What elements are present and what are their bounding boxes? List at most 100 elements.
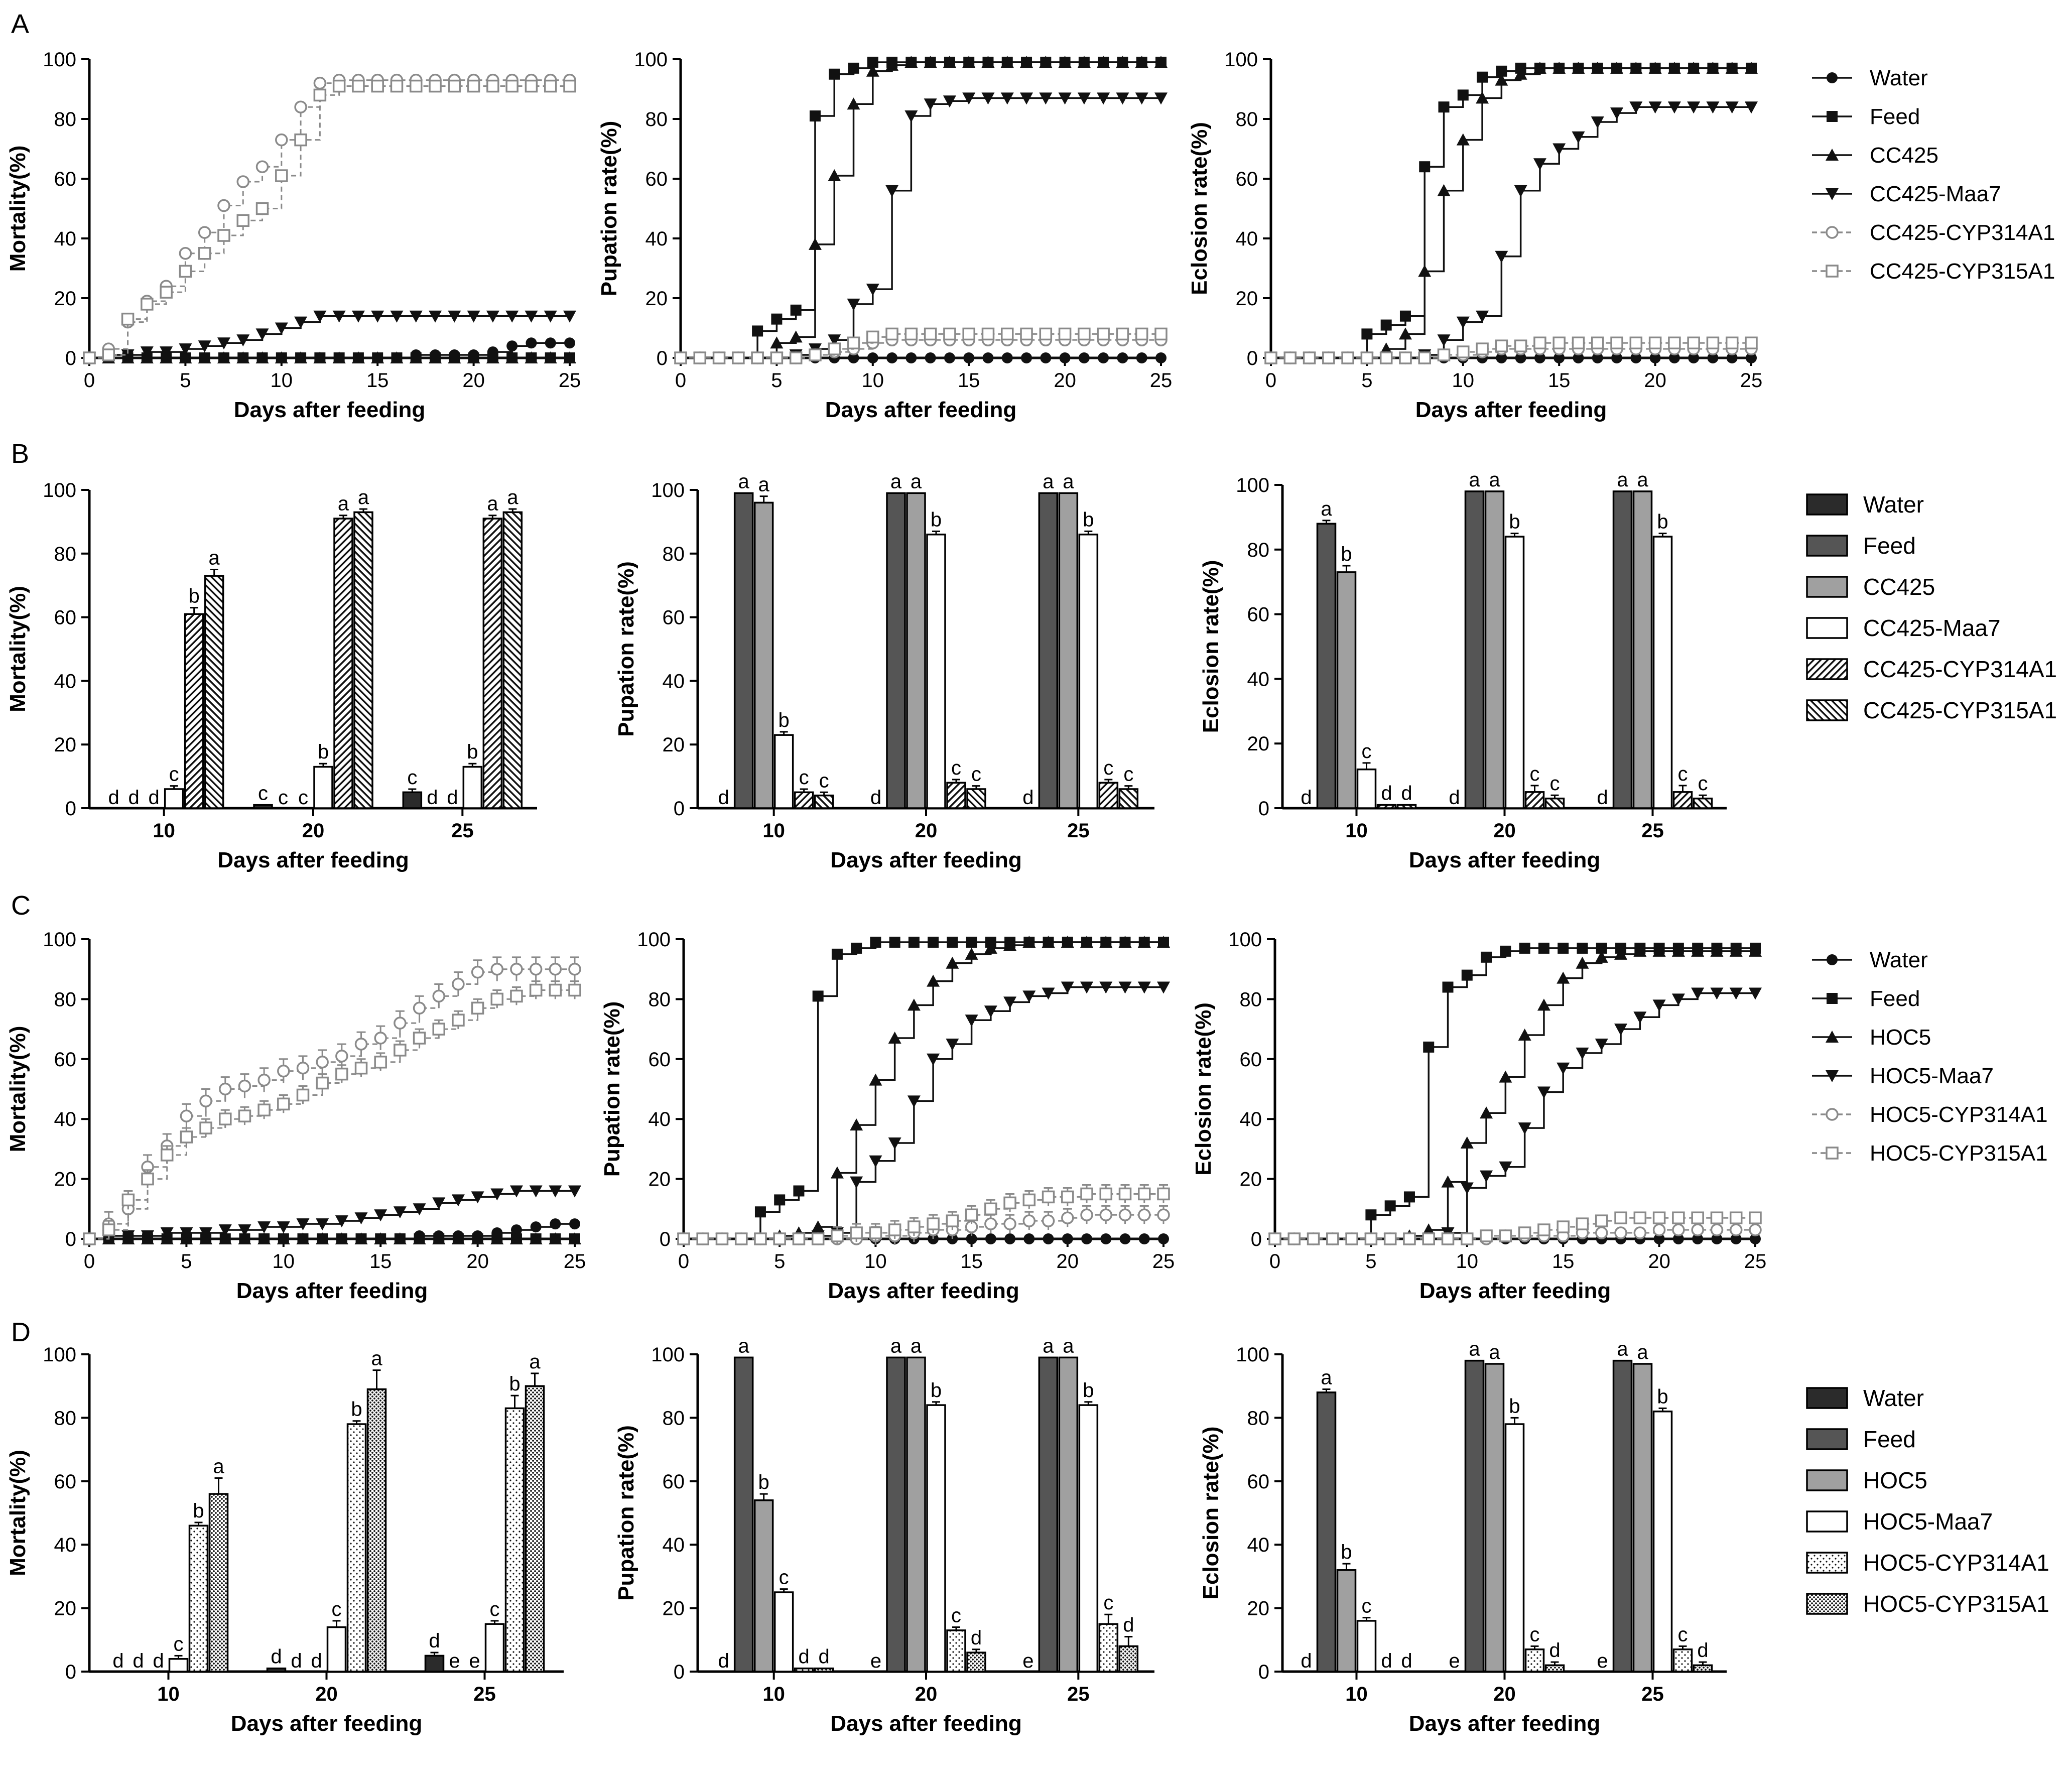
data-point-cc425 xyxy=(448,351,461,363)
data-point-cc425-maa7 xyxy=(1116,92,1129,105)
data-point-water xyxy=(1098,352,1109,363)
data-point-cc425-cyp315a1 xyxy=(1001,327,1014,341)
y-tick-label: 60 xyxy=(663,1471,685,1493)
data-point-feed xyxy=(771,313,783,325)
data-point-hoc5-maa7 xyxy=(393,1206,407,1219)
data-point-cc425-maa7 xyxy=(179,343,192,356)
y-tick-label: 20 xyxy=(54,1598,77,1620)
data-point-hoc5 xyxy=(1671,944,1685,957)
data-point-hoc5-maa7 xyxy=(1118,981,1132,994)
data-point-hoc5 xyxy=(549,1232,562,1244)
data-point-cc425-cyp315a1 xyxy=(1322,351,1335,364)
data-point-cc425-cyp315a1 xyxy=(1457,345,1470,358)
data-point-hoc5-cyp315a1 xyxy=(1061,1190,1074,1204)
x-tick-label: 20 xyxy=(1644,369,1666,392)
x-tick-label: 10 xyxy=(153,820,175,842)
legend-marker xyxy=(1826,1031,1839,1043)
data-point-hoc5 xyxy=(1003,938,1017,951)
data-point-feed xyxy=(966,936,977,948)
x-tick-label: 25 xyxy=(473,1683,496,1705)
bar-hoc5-cyp314a1 xyxy=(1672,1648,1693,1673)
data-point-feed xyxy=(908,936,920,948)
data-point-hoc5-cyp314a1 xyxy=(471,965,484,979)
data-point-hoc5-cyp315a1 xyxy=(715,1232,729,1245)
significance-letter: b xyxy=(351,1399,362,1421)
y-tick-label: 40 xyxy=(1247,1534,1270,1556)
data-point-cc425-cyp315a1 xyxy=(828,342,841,355)
data-point-water xyxy=(1750,1233,1761,1244)
bar-cc425 xyxy=(1632,490,1653,809)
data-point-hoc5-cyp315a1 xyxy=(141,1172,154,1186)
x-tick-label: 25 xyxy=(1641,820,1664,842)
significance-letter: a xyxy=(529,1351,541,1373)
data-point-hoc5-cyp315a1 xyxy=(1157,1187,1170,1201)
significance-letter: d xyxy=(128,787,140,809)
data-point-cc425-maa7 xyxy=(236,334,250,347)
data-point-cc425-cyp315a1 xyxy=(770,351,784,364)
data-point-cc425-maa7 xyxy=(505,310,519,323)
data-point-hoc5 xyxy=(1614,947,1628,960)
y-axis-title: Pupation rate(%) xyxy=(614,561,638,737)
data-point-cc425-cyp315a1 xyxy=(712,351,726,364)
data-point-hoc5-cyp315a1 xyxy=(984,1202,997,1216)
data-point-cc425-cyp315a1 xyxy=(1058,327,1072,341)
data-point-cc425 xyxy=(275,351,288,363)
series-line-cc425 xyxy=(681,61,1161,359)
data-point-cc425-cyp314a1 xyxy=(236,175,249,188)
data-point-feed xyxy=(1403,1191,1415,1203)
data-point-hoc5 xyxy=(1557,971,1570,984)
data-point-cc425-maa7 xyxy=(1687,101,1701,114)
data-point-hoc5-maa7 xyxy=(568,1185,581,1198)
y-tick-label: 0 xyxy=(1251,1228,1262,1250)
data-point-hoc5 xyxy=(509,1232,523,1244)
data-point-hoc5-cyp315a1 xyxy=(1537,1223,1550,1236)
data-point-hoc5-maa7 xyxy=(509,1185,523,1198)
significance-letter: d xyxy=(429,1630,440,1652)
data-point-hoc5 xyxy=(1061,935,1074,948)
legend-marker xyxy=(1827,993,1838,1004)
bar-cc425-cyp314a1 xyxy=(1098,782,1119,809)
x-tick-label: 20 xyxy=(302,820,325,842)
y-tick-label: 100 xyxy=(1236,474,1269,496)
data-point-hoc5-maa7 xyxy=(180,1227,193,1240)
significance-letter: e xyxy=(1022,1650,1033,1672)
data-point-hoc5-cyp314a1 xyxy=(180,1109,193,1122)
x-axis-title: Days after feeding xyxy=(1409,1711,1600,1736)
significance-letter: d xyxy=(1301,1650,1312,1672)
data-point-cc425-cyp315a1 xyxy=(121,312,135,326)
data-point-hoc5-cyp315a1 xyxy=(1576,1217,1589,1230)
x-tick-label: 20 xyxy=(915,1683,938,1705)
data-point-cc425-cyp315a1 xyxy=(102,348,115,361)
data-point-cc425-cyp315a1 xyxy=(1648,336,1662,349)
bar-cc425-cyp315a1 xyxy=(353,511,373,809)
y-tick-label: 60 xyxy=(645,168,668,190)
significance-letter: d xyxy=(1381,1650,1392,1672)
data-point-feed xyxy=(812,990,824,1002)
bar-cc425-maa7 xyxy=(462,766,483,809)
x-tick-label: 25 xyxy=(564,1250,586,1273)
data-point-cc425-cyp315a1 xyxy=(847,336,860,349)
data-point-cc425-cyp315a1 xyxy=(429,79,442,93)
data-point-hoc5 xyxy=(1137,935,1151,948)
significance-letter: d xyxy=(870,787,881,809)
data-point-cc425-maa7 xyxy=(275,322,288,335)
data-point-cc425 xyxy=(866,64,879,77)
data-point-hoc5 xyxy=(811,1220,825,1233)
data-point-feed xyxy=(1399,310,1411,322)
x-tick-label: 20 xyxy=(1493,1683,1516,1705)
bar-cc425-cyp314a1 xyxy=(482,518,503,809)
significance-letter: c xyxy=(1530,1623,1540,1645)
data-point-cc425-maa7 xyxy=(467,310,480,323)
data-point-hoc5-cyp314a1 xyxy=(1749,1223,1762,1236)
significance-letter: a xyxy=(890,1335,902,1357)
data-point-hoc5-cyp315a1 xyxy=(869,1226,882,1239)
significance-letter: e xyxy=(1449,1650,1460,1672)
data-point-hoc5 xyxy=(1518,1029,1531,1041)
bar-cc425-maa7 xyxy=(926,534,946,809)
bar-cc425-cyp314a1 xyxy=(1376,804,1397,809)
significance-letter: a xyxy=(1063,470,1074,492)
data-point-feed xyxy=(1596,942,1607,954)
data-point-hoc5 xyxy=(1042,935,1055,948)
significance-letter: c xyxy=(490,1598,500,1620)
